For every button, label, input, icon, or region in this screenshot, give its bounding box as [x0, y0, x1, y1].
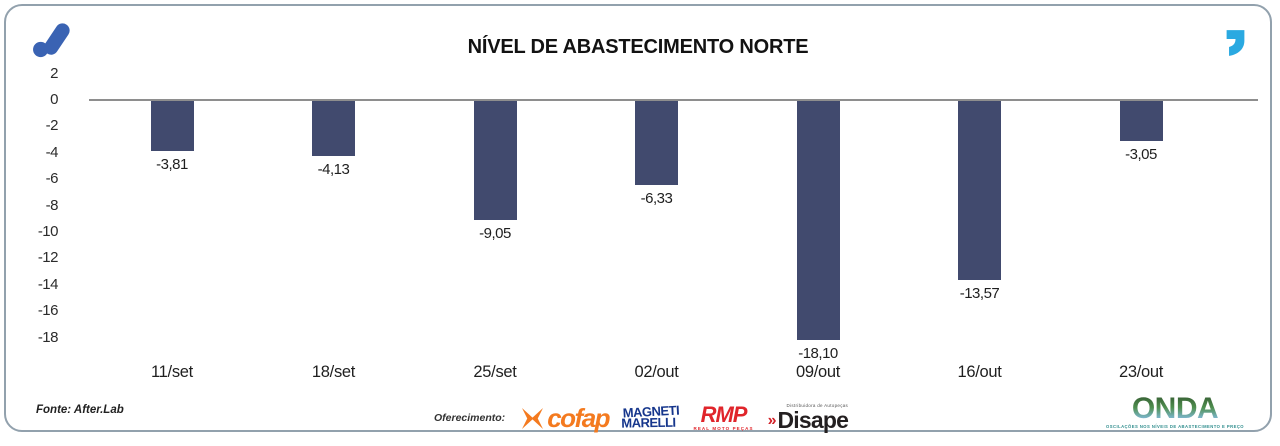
x-category-label: 11/set: [151, 363, 193, 381]
sponsors-strip: Oferecimento: cofap MAGNETI MARELLI RMP …: [434, 398, 849, 438]
y-tick-label: -2: [45, 117, 59, 135]
onda-logo: ONDA OSCILAÇÕES NOS NÍVEIS DE ABASTECIME…: [1106, 394, 1244, 429]
onda-tagline: OSCILAÇÕES NOS NÍVEIS DE ABASTECIMENTO E…: [1106, 424, 1244, 429]
bar-value-label: -6,33: [640, 189, 673, 207]
disape-logo: Distribuidora de Autopeças » Disape: [767, 402, 849, 434]
y-tick-label: -8: [45, 196, 59, 214]
rmp-subtext: REAL MOTO PEÇAS: [693, 426, 754, 432]
disape-chevrons-icon: »: [767, 411, 777, 429]
y-tick-label: -10: [37, 223, 59, 240]
bar-value-label: -9,05: [479, 225, 511, 243]
bar-chart: 2 0 -2 -4 -6 -8 -10 -12 -14 -16 -18 -3,81 11/set -4,1…: [6, 6, 1280, 446]
x-category-label: 16/out: [957, 363, 1002, 381]
cofap-wordmark: cofap: [547, 402, 610, 433]
bar: [473, 101, 517, 221]
magneti-marelli-logo: MAGNETI MARELLI: [621, 403, 680, 431]
chart-title: NÍVEL DE ABASTECIMENTO NORTE: [467, 36, 809, 58]
bar: [150, 101, 194, 152]
y-tick-label: 0: [50, 91, 58, 108]
x-category-label: 25/set: [473, 363, 517, 381]
rmp-logo: RMP REAL MOTO PEÇAS: [693, 404, 753, 432]
bar-value-label: -3,05: [1125, 146, 1157, 164]
x-category-label: 02/out: [634, 363, 679, 381]
card-frame: NÍVEL DE ABASTECIMENTO NORTE 2 0 -2 -4 -6 -8 -…: [4, 4, 1272, 433]
y-tick-label: -12: [37, 249, 59, 267]
afterlab-brand-icon: [32, 21, 74, 64]
y-tick-label: 2: [50, 64, 58, 82]
bar: [635, 101, 678, 185]
bar: [958, 101, 1001, 281]
y-tick-label: -4: [45, 143, 59, 161]
magneti-line2: MARELLI: [621, 414, 676, 431]
x-category-label: 09/out: [795, 363, 841, 381]
y-tick-label: -6: [45, 170, 59, 188]
bar-value-label: -4,13: [317, 160, 350, 178]
sponsor-label: Oferecimento:: [434, 412, 506, 424]
cofap-arrows-icon: [522, 407, 544, 429]
rmp-wordmark: RMP: [700, 402, 748, 428]
disape-wordmark: Disape: [777, 407, 849, 434]
y-tick-label: -18: [37, 328, 59, 346]
onda-wordmark: ONDA: [1131, 392, 1219, 425]
bar-value-label: -18,10: [798, 344, 838, 362]
bar: [312, 101, 355, 156]
x-category-label: 23/out: [1118, 363, 1164, 381]
cofap-logo: cofap: [521, 402, 611, 434]
disape-toptext: Distribuidora de Autopeças: [786, 402, 849, 408]
bar-value-label: -3,81: [156, 156, 188, 174]
source-caption: Fonte: After.Lab: [36, 404, 124, 416]
bar-value-label: -13,57: [959, 285, 1000, 303]
y-tick-label: -14: [37, 275, 59, 293]
bar: [1119, 101, 1163, 142]
bar: [796, 101, 840, 340]
y-tick-label: -16: [37, 302, 59, 320]
x-axis-zero-line: [89, 99, 1258, 101]
quote-icon: [1225, 30, 1246, 61]
x-category-label: 18/set: [311, 363, 356, 381]
